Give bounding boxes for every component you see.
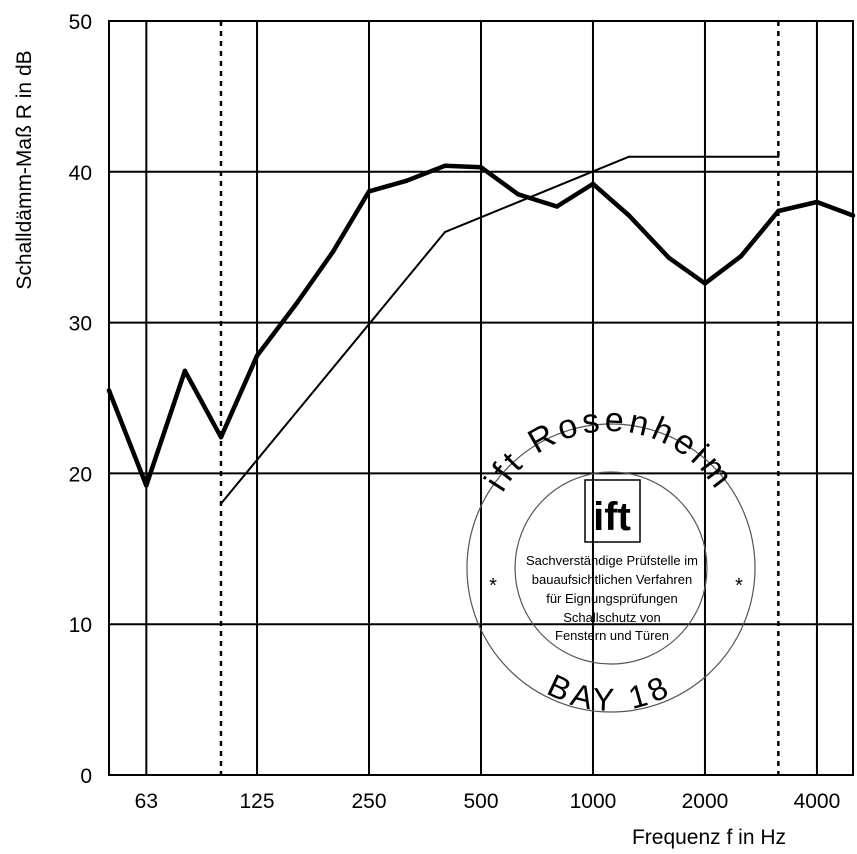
series-1-point <box>666 255 672 261</box>
series-line-2 <box>220 155 780 505</box>
series-2-point <box>628 155 631 158</box>
x-tick-label: 63 <box>135 790 158 813</box>
series-1-point <box>366 189 372 194</box>
y-tick-label: 40 <box>69 162 92 185</box>
x-tick-label: 4000 <box>794 790 841 813</box>
y-axis-label: Schalldämm-Maß R in dB <box>13 50 36 289</box>
series-1-point <box>106 388 112 393</box>
data-series <box>106 155 856 505</box>
x-tick-label: 1000 <box>570 790 617 813</box>
x-tick-label: 125 <box>240 790 275 813</box>
series-1-point <box>330 249 336 254</box>
series-1-point <box>144 483 149 488</box>
series-1-point <box>182 368 188 374</box>
series-1-point <box>702 281 708 286</box>
series-1-point <box>218 434 224 440</box>
stamp-ring-top: ift Rosenheim <box>477 401 742 498</box>
series-1-point <box>478 165 484 170</box>
y-tick-labels: 0 10 20 30 40 50 <box>69 11 92 788</box>
stamp-line-5: Fenstern und Türen <box>555 628 669 643</box>
x-tick-label: 500 <box>463 790 498 813</box>
y-tick-label: 30 <box>69 313 92 336</box>
series-1-point <box>254 353 260 359</box>
stamp-ring-bottom: BAY 18 <box>542 667 678 718</box>
series-2-point <box>777 155 780 158</box>
series-1-point <box>626 213 632 218</box>
series-2-point <box>219 502 222 505</box>
series-1-point <box>554 204 560 209</box>
series-1-point <box>442 163 448 169</box>
y-tick-label: 20 <box>69 463 92 486</box>
y-tick-label: 50 <box>69 11 92 34</box>
vertical-gridlines <box>145 21 818 775</box>
stamp-outer-ring <box>466 423 756 713</box>
series-1-point <box>850 213 856 218</box>
stamp-logo: ift <box>593 495 631 539</box>
dotted-range-lines <box>219 21 780 775</box>
stamp-inner-ring <box>514 471 708 665</box>
series-1-point <box>516 192 521 197</box>
stamp-logo-frame <box>584 479 641 543</box>
x-tick-labels: 63 125 250 500 1000 2000 4000 <box>135 790 841 813</box>
stamp-line-4: Schallschutz von <box>563 610 661 625</box>
series-1-point <box>294 300 300 306</box>
x-tick-label: 250 <box>351 790 386 813</box>
y-tick-label: 0 <box>80 765 92 788</box>
certification-stamp: ift Rosenheim BAY 18 * * ift Sachverstän… <box>466 401 756 718</box>
x-axis-label: Frequenz f in Hz <box>632 826 786 849</box>
series-1-point <box>590 181 596 187</box>
stamp-star-right: * <box>735 575 743 597</box>
series-1-point <box>776 208 781 214</box>
stamp-line-3: für Eignungsprüfungen <box>546 591 678 606</box>
stamp-line-2: bauaufsichtlichen Verfahren <box>532 572 692 587</box>
stamp-star-left: * <box>489 575 497 597</box>
y-tick-label: 10 <box>69 614 92 637</box>
series-1-point <box>814 199 820 205</box>
x-tick-label: 2000 <box>682 790 729 813</box>
series-1-point <box>404 178 409 184</box>
stamp-line-1: Sachverständige Prüfstelle im <box>526 553 698 568</box>
series-2-point <box>443 231 446 234</box>
series-1-point <box>738 253 744 259</box>
